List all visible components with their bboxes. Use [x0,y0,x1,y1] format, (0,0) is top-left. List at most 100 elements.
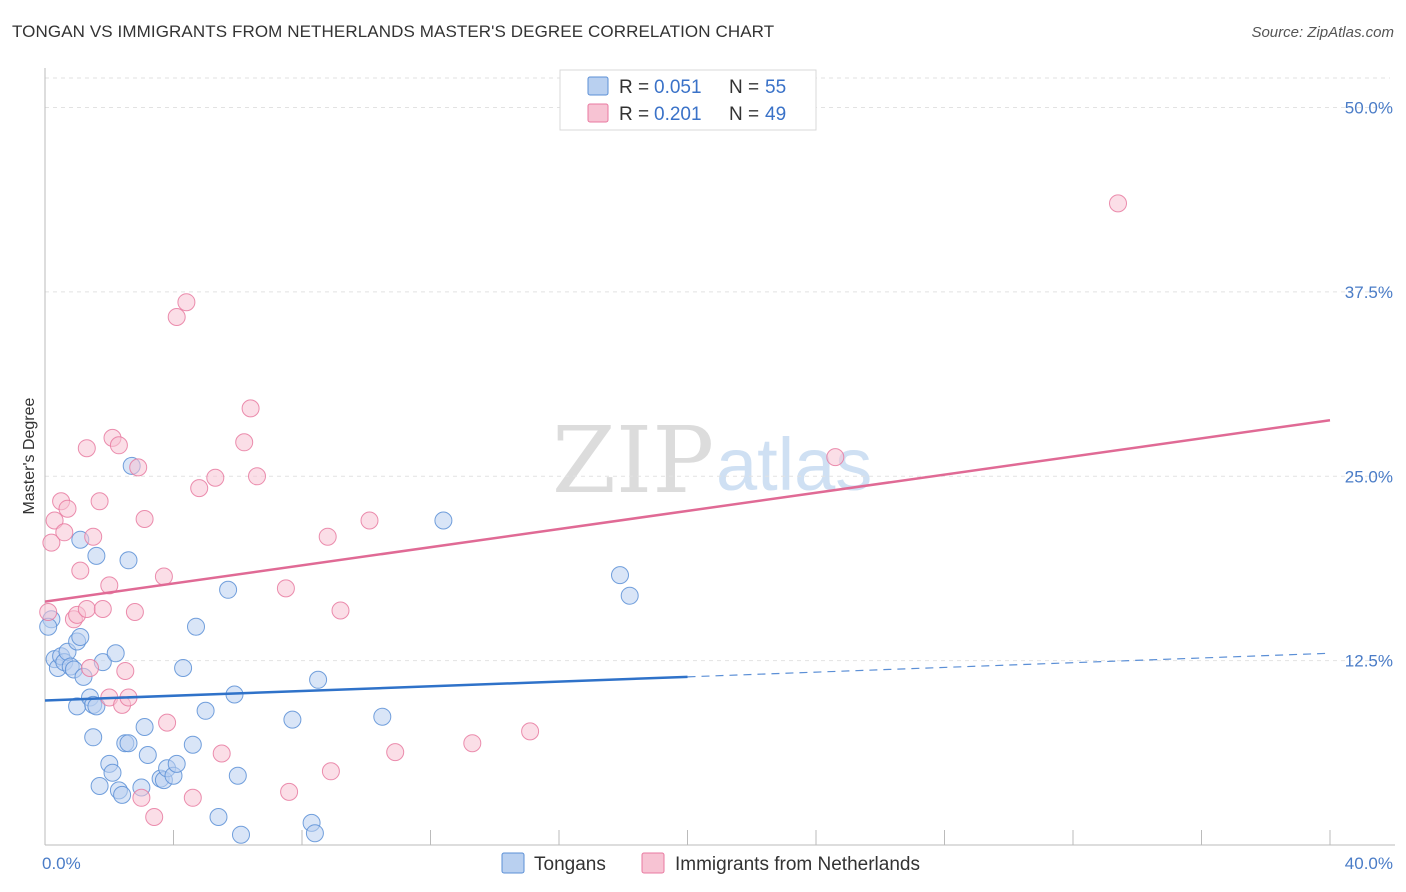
data-point-netherlands-40 [318,527,337,546]
data-point-netherlands-4 [55,523,74,542]
data-point-netherlands-45 [463,734,482,753]
data-point-netherlands-9 [77,600,96,618]
bottom-legend-swatch-tongans [501,852,525,874]
legend-n-label-0: N = [729,77,759,98]
legend-n-label-1: N = [729,104,759,125]
series-legend: Tongans Immigrants from Netherlands [501,852,920,875]
x-tick-label-0: 0.0% [42,854,81,873]
data-point-netherlands-38 [276,579,295,598]
bottom-legend-swatch-netherlands [641,852,665,874]
trend-lines [44,418,1331,702]
watermark-atlas: atlas [716,423,872,506]
data-point-tongans-29 [119,734,138,753]
y-axis-label: Master's Degree [21,397,38,514]
data-point-netherlands-34 [212,744,231,763]
data-point-tongans-40 [183,735,202,754]
data-point-tongans-41 [196,701,215,720]
data-point-netherlands-8 [71,561,90,580]
data-point-tongans-48 [309,670,328,689]
legend-swatch-netherlands [587,103,609,123]
data-point-netherlands-30 [177,293,196,312]
data-point-netherlands-24 [135,510,154,528]
data-point-tongans-51 [373,707,392,726]
data-point-tongans-19 [87,546,106,565]
x-tick-label-1: 40.0% [1345,854,1393,873]
data-point-tongans-45 [209,808,228,826]
data-point-tongans-27 [113,785,132,804]
data-point-tongans-39 [187,617,205,636]
y-tick-label-1: 25.0% [1345,467,1393,486]
data-point-netherlands-25 [132,788,151,807]
data-point-netherlands-44 [386,743,405,762]
legend-r-label-0: R = [619,77,649,98]
series-tongans-points [39,456,639,844]
data-point-tongans-38 [174,659,193,677]
data-point-netherlands-23 [129,458,148,477]
data-point-netherlands-29 [167,308,186,326]
watermark: ZIP atlas [552,407,872,514]
chart-title: TONGAN VS IMMIGRANTS FROM NETHERLANDS MA… [12,22,775,41]
data-point-tongans-17 [106,644,125,663]
data-point-tongans-20 [119,551,138,570]
data-point-tongans-25 [90,777,109,795]
data-point-netherlands-35 [235,433,254,452]
data-point-netherlands-12 [84,527,103,546]
data-point-netherlands-22 [125,603,144,621]
data-point-tongans-24 [103,763,122,782]
data-point-netherlands-2 [45,511,64,530]
data-point-netherlands-36 [241,399,260,418]
bottom-legend-label-netherlands: Immigrants from Netherlands [675,854,920,875]
data-point-netherlands-14 [93,600,112,618]
data-point-tongans-52 [434,511,453,530]
trend-line-tongans [44,675,688,702]
watermark-zip: ZIP [552,407,714,514]
data-point-tongans-10 [71,628,90,646]
data-point-netherlands-43 [360,511,379,530]
data-point-netherlands-46 [521,722,540,741]
data-point-tongans-54 [620,586,639,605]
data-point-netherlands-5 [58,499,77,518]
data-point-netherlands-47 [826,448,845,467]
data-point-tongans-37 [167,754,186,773]
data-point-netherlands-10 [77,439,96,458]
trend-line-tongans-extension [687,652,1331,678]
data-point-tongans-30 [135,718,154,736]
data-point-netherlands-39 [280,782,299,801]
data-point-netherlands-33 [206,468,225,487]
data-point-netherlands-26 [145,808,164,826]
data-point-tongans-42 [219,580,238,599]
legend-r-value-0: 0.051 [654,77,702,98]
data-point-netherlands-11 [81,659,99,677]
data-point-netherlands-0 [39,603,58,621]
correlation-legend: R = 0.051 N = 55 R = 0.201 N = 49 [559,69,817,131]
data-point-netherlands-18 [109,436,128,455]
legend-r-value-1: 0.201 [654,104,702,125]
y-tick-label-0: 12.5% [1345,652,1393,671]
data-point-netherlands-32 [190,479,209,498]
tick-labels: 12.5% 25.0% 37.5% 50.0% 0.0% 40.0% [42,99,1393,874]
data-point-tongans-47 [283,710,302,729]
y-tick-label-2: 37.5% [1345,283,1393,302]
legend-n-value-1: 49 [765,104,786,125]
data-point-netherlands-37 [248,467,266,486]
data-point-tongans-44 [228,766,247,785]
axes [44,68,1395,846]
legend-r-label-1: R = [619,104,649,125]
data-point-netherlands-16 [100,576,119,595]
legend-swatch-tongans [587,76,609,96]
y-tick-label-3: 50.0% [1345,99,1393,118]
source-label: Source: ZipAtlas.com [1251,24,1394,41]
data-point-tongans-31 [138,746,157,764]
trend-line-netherlands [44,418,1331,603]
data-point-netherlands-31 [183,788,202,807]
bottom-legend-label-tongans: Tongans [534,854,606,875]
data-point-netherlands-27 [154,567,173,586]
data-point-netherlands-48 [1109,194,1127,213]
data-point-netherlands-1 [42,533,61,552]
data-point-netherlands-41 [321,762,340,781]
data-point-tongans-22 [84,728,103,747]
data-point-netherlands-28 [158,713,177,732]
data-point-tongans-50 [305,824,324,843]
data-point-tongans-46 [232,825,250,844]
